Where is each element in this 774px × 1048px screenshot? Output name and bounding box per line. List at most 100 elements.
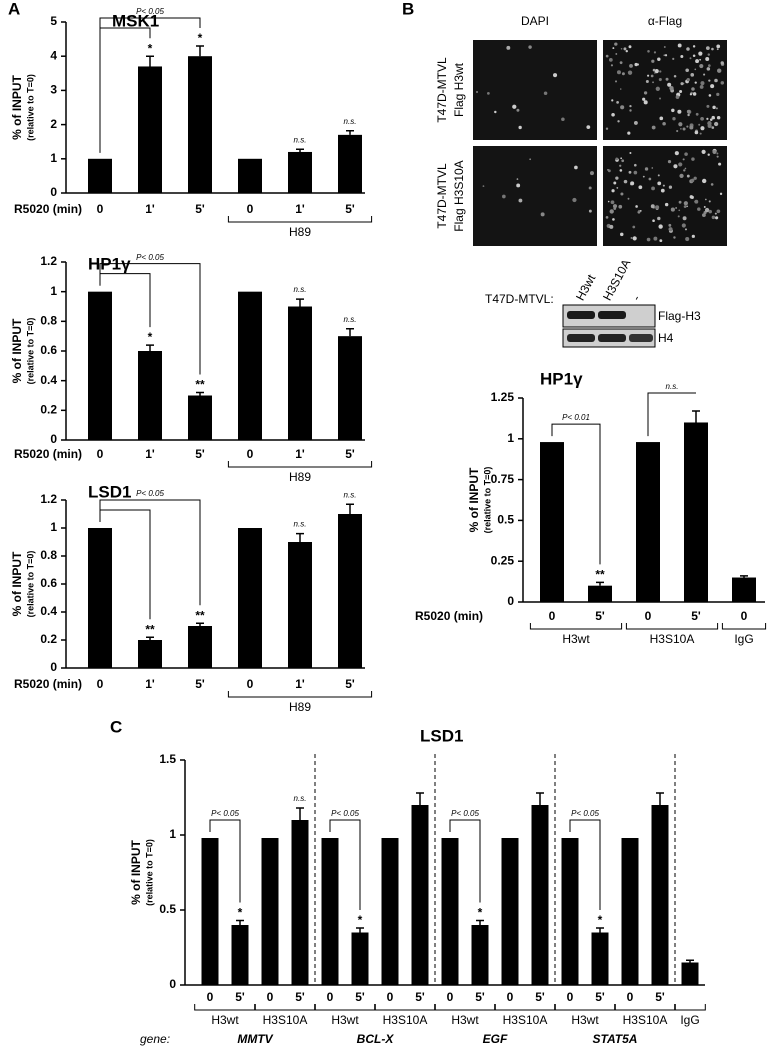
cell bbox=[612, 218, 615, 221]
error-bar bbox=[346, 130, 354, 135]
p-value: n.s. bbox=[666, 382, 679, 391]
group-label: H3wt bbox=[451, 1013, 479, 1027]
x-tick-label: 5' bbox=[345, 447, 355, 461]
cell bbox=[697, 207, 701, 211]
cell bbox=[699, 132, 702, 135]
cell bbox=[673, 236, 676, 239]
cell bbox=[634, 62, 638, 67]
p-value: P< 0.05 bbox=[211, 809, 239, 818]
cell bbox=[711, 126, 715, 129]
error-bar bbox=[296, 148, 304, 152]
cell bbox=[709, 118, 713, 121]
bar bbox=[621, 838, 639, 985]
cell bbox=[676, 129, 679, 133]
cell bbox=[638, 185, 643, 190]
cell bbox=[657, 57, 661, 62]
cell bbox=[621, 72, 625, 76]
cell bbox=[698, 123, 701, 126]
cell bbox=[716, 48, 719, 51]
group-bracket bbox=[227, 461, 373, 468]
group-bracket bbox=[314, 1004, 376, 1011]
cell bbox=[619, 169, 623, 172]
cell bbox=[614, 42, 618, 46]
cell bbox=[678, 200, 682, 204]
x-tick-label: 1' bbox=[145, 202, 155, 216]
cell bbox=[633, 120, 638, 125]
cell bbox=[664, 202, 669, 207]
cell bbox=[657, 174, 660, 177]
y-tick-label: 5 bbox=[50, 14, 57, 28]
cell bbox=[543, 91, 548, 96]
cell bbox=[651, 125, 656, 130]
bar bbox=[471, 925, 489, 985]
cell bbox=[529, 158, 532, 161]
x-tick-label: 0 bbox=[549, 609, 556, 623]
chart-title: MSK1 bbox=[112, 11, 159, 30]
cell bbox=[625, 50, 628, 53]
y-tick-label: 1.2 bbox=[40, 254, 57, 268]
micrograph bbox=[473, 146, 597, 246]
x-tick-label: 0 bbox=[247, 202, 254, 216]
cell bbox=[700, 81, 705, 86]
cell bbox=[629, 104, 632, 108]
cell bbox=[706, 117, 709, 120]
y-tick-label: 0.25 bbox=[491, 553, 515, 567]
y-tick-label: 0 bbox=[50, 432, 57, 446]
micrographs bbox=[473, 40, 727, 246]
error-bar bbox=[196, 622, 204, 626]
x-axis-label: R5020 (min) bbox=[14, 447, 82, 461]
cell bbox=[669, 86, 674, 91]
group-bracket bbox=[434, 1004, 496, 1011]
cell bbox=[657, 216, 661, 221]
comparison-bracket bbox=[449, 819, 481, 903]
cell bbox=[659, 97, 662, 100]
cell bbox=[518, 125, 522, 130]
cell bbox=[682, 158, 685, 161]
cell bbox=[516, 108, 520, 112]
cell bbox=[476, 91, 478, 93]
cell bbox=[690, 178, 695, 183]
p-value: P< 0.05 bbox=[136, 7, 164, 16]
significance-mark: * bbox=[358, 913, 363, 927]
y-tick-label: 0.75 bbox=[491, 472, 515, 486]
cell bbox=[703, 206, 706, 208]
bar bbox=[188, 56, 212, 194]
cell bbox=[628, 45, 632, 49]
cell bbox=[653, 51, 657, 54]
significance-mark: ** bbox=[195, 608, 205, 622]
cell bbox=[620, 105, 625, 110]
cell bbox=[612, 204, 618, 209]
cell bbox=[695, 112, 699, 116]
cell bbox=[707, 153, 710, 156]
cell bbox=[615, 176, 619, 180]
cell bbox=[655, 205, 660, 210]
significance-mark: ** bbox=[145, 622, 155, 636]
x-tick-label: 5' bbox=[195, 202, 205, 216]
cell bbox=[674, 151, 679, 156]
cell bbox=[651, 167, 654, 169]
x-tick-label: 5' bbox=[195, 677, 205, 691]
cell bbox=[586, 125, 591, 129]
cell bbox=[553, 73, 558, 78]
cell bbox=[716, 155, 719, 158]
cell bbox=[623, 47, 627, 51]
x-tick-label: 1' bbox=[145, 677, 155, 691]
comparison-bracket bbox=[569, 819, 601, 910]
x-tick-label: 5' bbox=[595, 609, 605, 623]
bar bbox=[636, 442, 660, 602]
cell bbox=[611, 113, 615, 117]
cell bbox=[708, 79, 711, 82]
panel-label: C bbox=[110, 717, 122, 736]
cell bbox=[609, 224, 614, 229]
panel-label: B bbox=[402, 0, 414, 18]
group-label: IgG bbox=[680, 1013, 699, 1027]
image-row-label: Flag H3wt bbox=[452, 62, 466, 117]
cell bbox=[651, 186, 655, 191]
error-bar bbox=[596, 581, 604, 586]
cell bbox=[619, 88, 622, 90]
bar bbox=[381, 838, 399, 985]
y-axis-label: (relative to T=0) bbox=[25, 74, 35, 141]
bar bbox=[288, 306, 312, 440]
comparison-bracket bbox=[209, 819, 241, 903]
cell bbox=[673, 164, 678, 169]
